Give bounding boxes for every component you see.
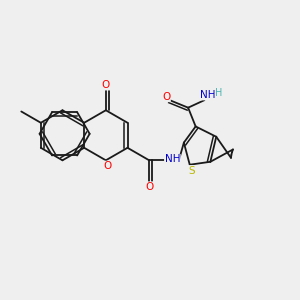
Text: S: S xyxy=(188,166,194,176)
Text: O: O xyxy=(162,92,170,102)
Text: O: O xyxy=(103,161,111,171)
Text: NH: NH xyxy=(200,90,216,100)
Text: H: H xyxy=(215,88,223,98)
Text: O: O xyxy=(102,80,110,90)
Text: NH: NH xyxy=(165,154,180,164)
Text: O: O xyxy=(145,182,153,192)
